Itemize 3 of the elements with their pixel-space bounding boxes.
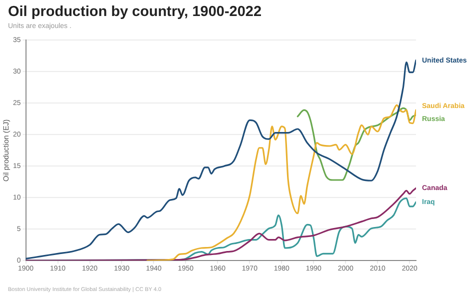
- line-series: [146, 104, 416, 261]
- chart-title: Oil production by country, 1900-2022: [8, 4, 262, 20]
- line-series: [296, 107, 416, 181]
